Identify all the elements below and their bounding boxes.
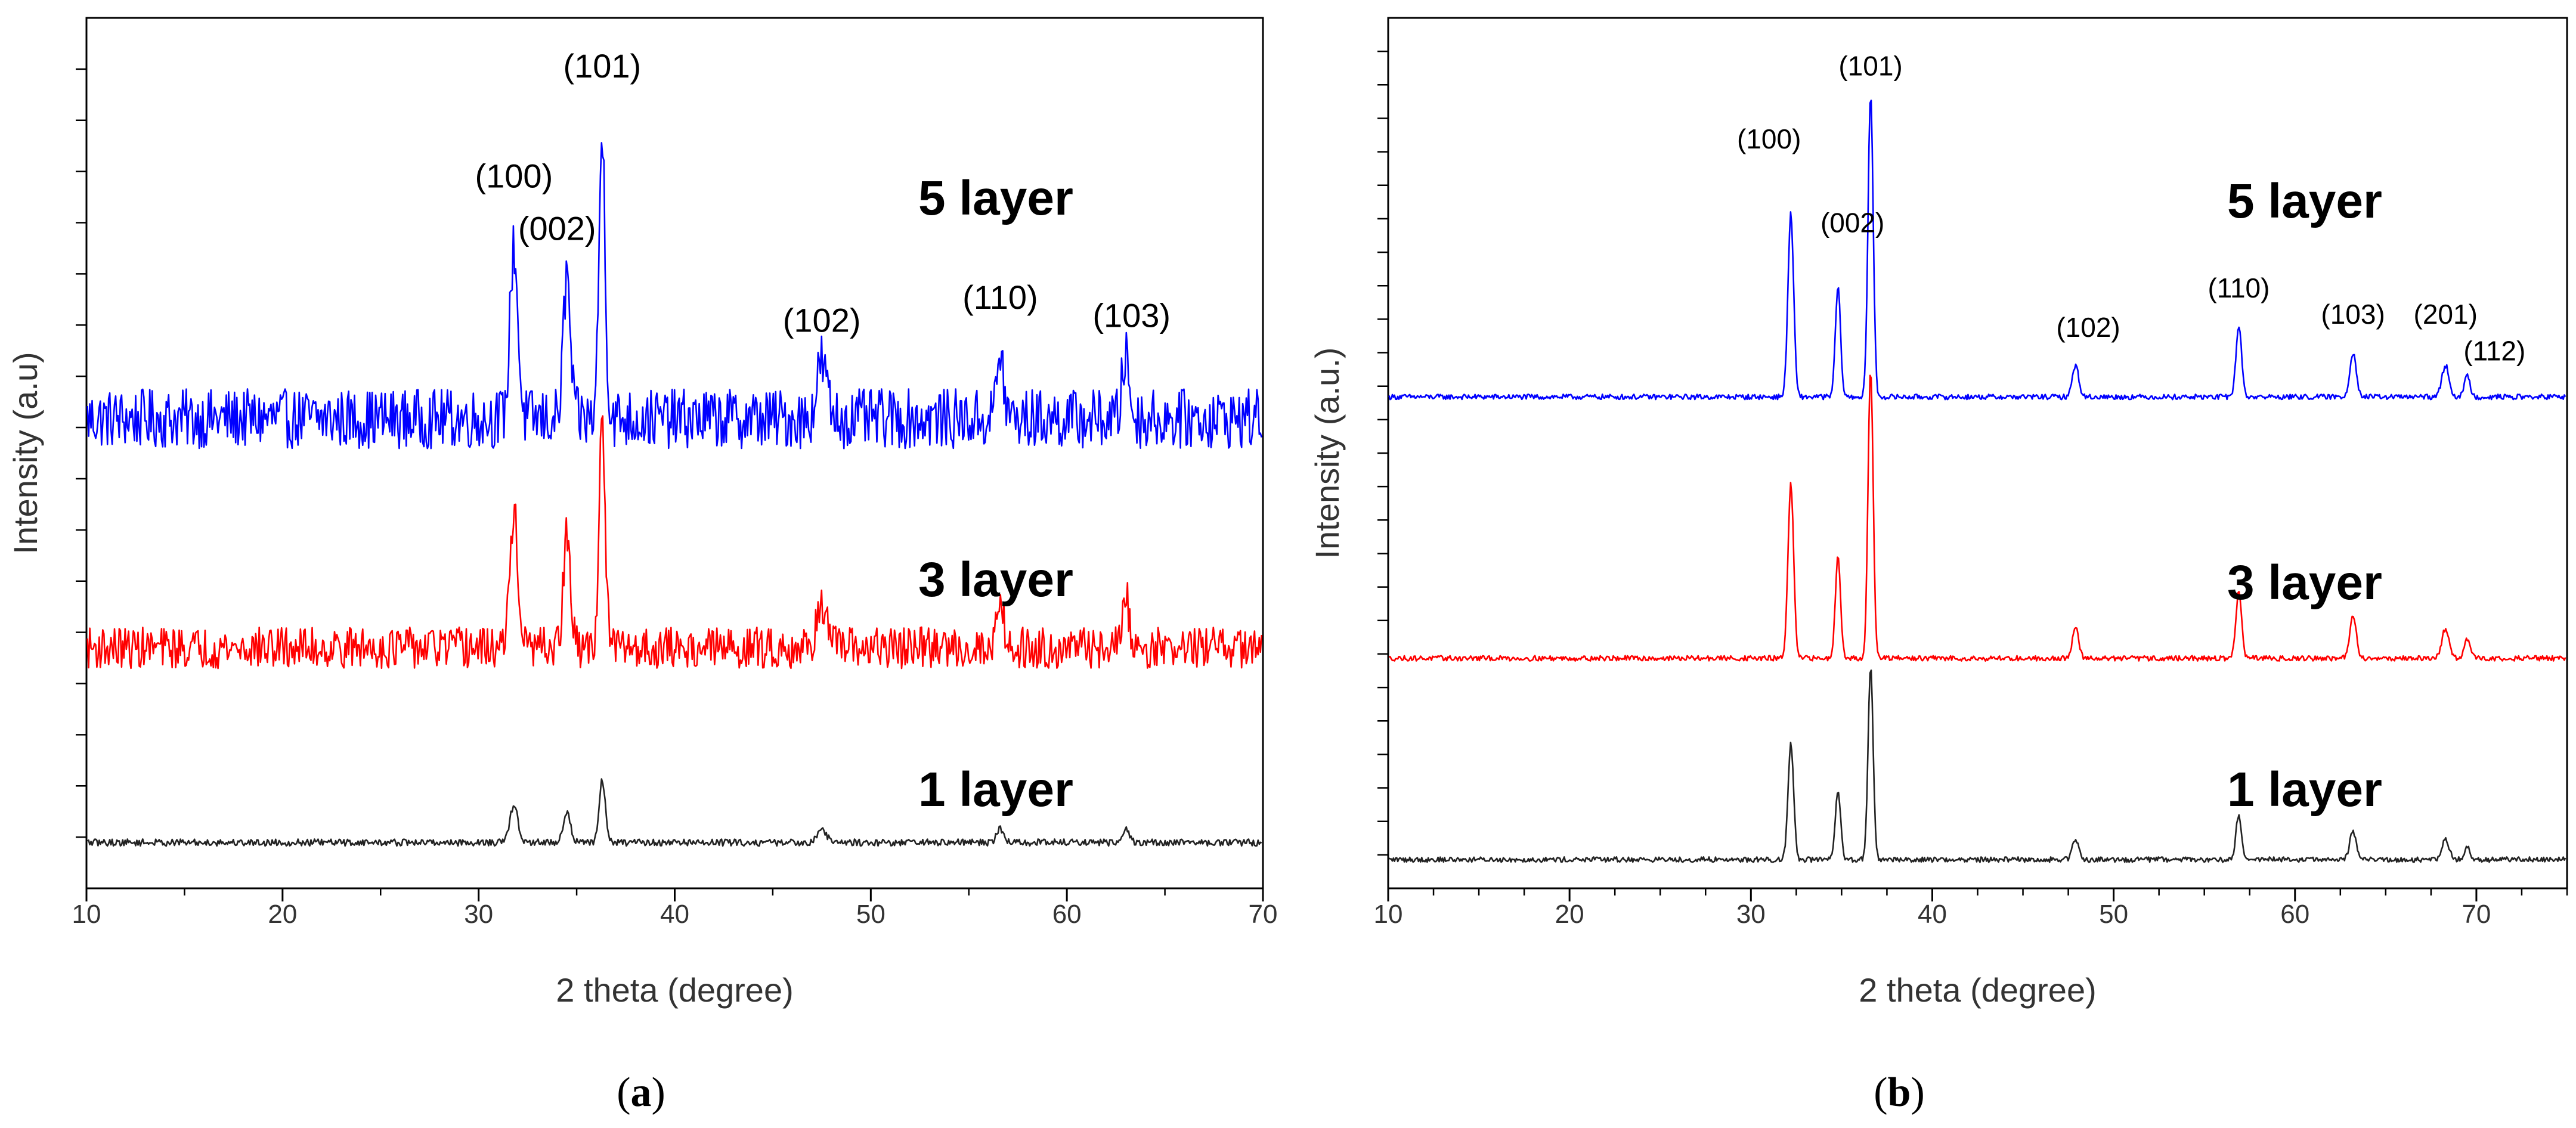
x-tick-label: 40: [1918, 900, 1947, 929]
caption-close: ): [1911, 1070, 1924, 1115]
x-tick-label: 50: [2099, 900, 2128, 929]
series-label-1-layer: 1 layer: [918, 763, 1073, 817]
peak-annotation: (002): [518, 210, 596, 247]
series-line-3-layer: [86, 415, 1262, 670]
caption-letter: a: [631, 1070, 652, 1115]
series-label-5-layer: 5 layer: [2227, 174, 2382, 228]
caption-close: ): [652, 1070, 665, 1115]
peak-annotation: (110): [2207, 272, 2270, 303]
series-label-5-layer: 5 layer: [918, 171, 1073, 225]
caption-open: (: [617, 1070, 630, 1115]
peak-annotation: (110): [962, 278, 1038, 316]
peak-annotation: (101): [1838, 50, 1902, 81]
x-tick-label: 30: [1736, 900, 1766, 929]
x-tick-label: 60: [2280, 900, 2309, 929]
peak-annotation: (103): [2321, 299, 2385, 330]
peak-annotation: (002): [1820, 207, 1884, 238]
x-tick-label: 60: [1052, 900, 1082, 929]
x-tick-label: 10: [72, 900, 101, 929]
caption-letter: b: [1888, 1070, 1911, 1115]
x-tick-label: 70: [2462, 900, 2491, 929]
series-label-3-layer: 3 layer: [918, 553, 1073, 607]
x-tick-label: 50: [856, 900, 886, 929]
x-tick-label: 20: [268, 900, 297, 929]
x-tick-label: 70: [1249, 900, 1278, 929]
panel-caption: (b): [1874, 1070, 1925, 1115]
series-line-1-layer: [86, 778, 1262, 847]
peak-annotation: (112): [2463, 335, 2525, 366]
series-line-5-layer: [86, 142, 1262, 450]
panel-a-chart: 10 20 30 40 50 60 70 2 theta (degree) Intensity …: [7, 17, 1278, 1115]
x-tick-label: 10: [1374, 900, 1403, 929]
series-line-1-layer: [1388, 669, 2566, 863]
x-tick-label: 20: [1555, 900, 1584, 929]
y-axis-title: Intensity (a.u.): [1308, 348, 1346, 559]
x-axis-title: 2 theta (degree): [1859, 971, 2096, 1009]
x-tick-label: 30: [464, 900, 493, 929]
peak-annotation: (102): [2056, 312, 2120, 343]
x-axis-title: 2 theta (degree): [556, 971, 793, 1009]
peak-annotation: (103): [1092, 297, 1171, 334]
series-line-5-layer: [1388, 100, 2566, 401]
peak-annotation: (102): [783, 301, 861, 339]
peak-annotation: (100): [475, 157, 553, 194]
series-label-3-layer: 3 layer: [2227, 556, 2382, 610]
x-tick-label: 40: [660, 900, 689, 929]
panel-caption: (a): [617, 1070, 665, 1115]
peak-annotation: (101): [563, 47, 641, 85]
panel-b-chart: 10 20 30 40 50 60 70 2 theta (degree) Intensity …: [1308, 17, 2568, 1115]
series-label-1-layer: 1 layer: [2227, 763, 2382, 817]
caption-open: (: [1874, 1070, 1887, 1115]
peak-annotation: (100): [1737, 123, 1801, 154]
peak-annotation: (201): [2414, 299, 2478, 330]
y-axis-title: Intensity (a.u): [7, 352, 44, 554]
series-line-3-layer: [1389, 374, 2566, 662]
